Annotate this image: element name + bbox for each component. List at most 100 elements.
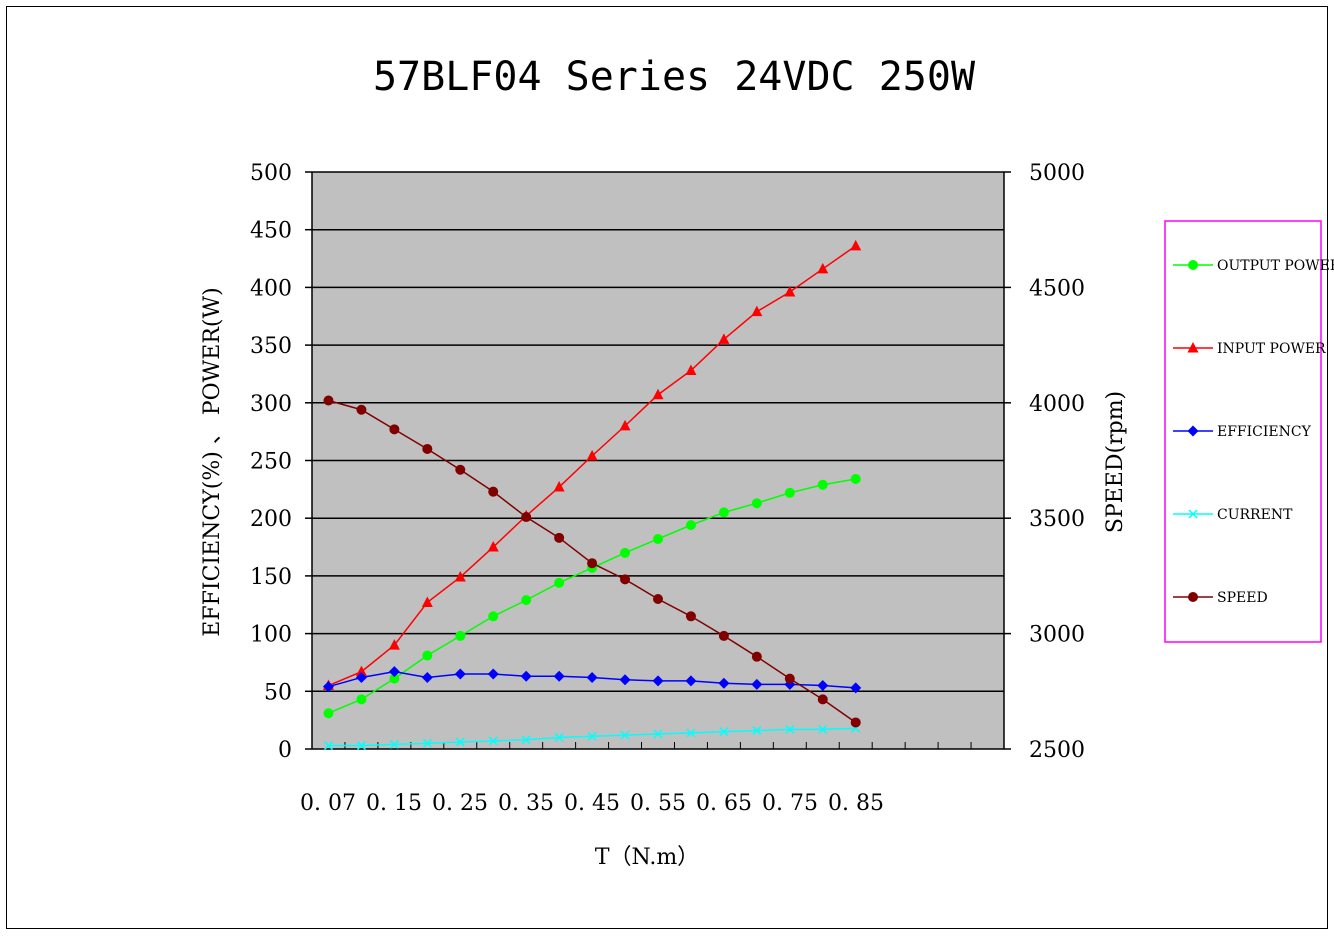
- data-point: [322, 681, 334, 693]
- data-point: [685, 611, 696, 622]
- data-point: [751, 498, 762, 509]
- data-point: [355, 671, 367, 683]
- data-point: [356, 404, 367, 415]
- data-point: [850, 239, 862, 251]
- data-point: [719, 727, 729, 737]
- data-point: [751, 678, 763, 690]
- y2-tick-label: 3000: [1029, 623, 1085, 648]
- data-point: [323, 741, 334, 751]
- series-current: [323, 723, 861, 751]
- data-point: [356, 741, 366, 751]
- x-tick-label: 0. 55: [630, 791, 686, 816]
- legend-entry: EFFICIENCY: [1173, 424, 1312, 440]
- y-tick-label: 100: [250, 623, 292, 648]
- data-point: [421, 671, 433, 683]
- series-efficiency: [322, 666, 862, 694]
- data-point: [422, 738, 432, 748]
- data-point: [488, 611, 499, 622]
- data-point: [422, 650, 433, 661]
- data-point: [685, 675, 697, 687]
- x-tick-label: 0. 15: [366, 791, 422, 816]
- series-speed: [323, 395, 861, 728]
- legend: OUTPUT POWER INPUT POWER EFFICIENCY CURRENT…: [1173, 258, 1334, 606]
- data-point: [817, 479, 828, 490]
- data-point: [784, 487, 795, 498]
- data-point: [652, 675, 664, 687]
- data-point: [388, 639, 400, 650]
- data-point: [817, 262, 829, 274]
- data-point: [686, 728, 696, 738]
- x-tick-label: 0. 25: [432, 791, 488, 816]
- data-point: [455, 464, 466, 475]
- data-point: [586, 449, 598, 461]
- x-tick-label: 0. 35: [498, 791, 554, 816]
- data-point: [850, 717, 861, 728]
- data-point: [718, 630, 729, 641]
- data-point: [487, 668, 499, 680]
- y-tick-label: 450: [250, 219, 292, 244]
- data-point: [520, 670, 532, 682]
- data-point: [521, 595, 532, 606]
- data-point: [653, 593, 663, 604]
- data-point: [784, 673, 795, 684]
- data-point: [751, 651, 762, 662]
- data-point: [784, 286, 796, 297]
- y-tick-label: 500: [250, 161, 292, 186]
- y-tick-label: 400: [250, 276, 292, 301]
- x-tick-label: 0. 65: [696, 791, 752, 816]
- legend-marker: [1187, 342, 1199, 353]
- data-point: [587, 731, 597, 741]
- data-point: [521, 735, 531, 745]
- legend-entry: CURRENT: [1173, 507, 1293, 523]
- y2-tick-labels: 2500 3000 3500 4000 4500 5000: [1029, 161, 1085, 763]
- data-point: [554, 732, 564, 742]
- data-point: [587, 558, 598, 569]
- x-tick-label: 0. 85: [828, 791, 884, 816]
- data-point: [586, 671, 598, 683]
- data-point: [388, 666, 400, 678]
- data-point: [620, 574, 631, 585]
- y-tick-label: 150: [250, 565, 292, 590]
- data-point: [323, 395, 334, 406]
- series-group: [322, 239, 862, 751]
- x-tick-label: 0. 07: [300, 791, 356, 816]
- data-point: [455, 737, 465, 747]
- x-tick-label: 0. 75: [762, 791, 818, 816]
- data-point: [751, 305, 763, 317]
- data-point: [817, 694, 828, 705]
- y-tick-label: 0: [278, 738, 292, 763]
- data-point: [752, 726, 762, 736]
- y2-tick-label: 4500: [1029, 276, 1085, 301]
- y-tick-label: 50: [264, 680, 292, 705]
- x-axis-title: T（N.m）: [595, 845, 699, 870]
- axes: [305, 171, 1011, 750]
- y-tick-labels: 0 50 100 150 200 250 300 350 400 450 500: [250, 161, 292, 763]
- data-point: [323, 708, 334, 719]
- data-point: [718, 507, 729, 518]
- data-point: [850, 682, 862, 694]
- data-point: [487, 541, 499, 552]
- chart-frame: 57BLF04 Series 24VDC 250W 0 50 100 150 200 25…: [6, 6, 1334, 929]
- data-point: [355, 665, 367, 677]
- legend-label: EFFICIENCY: [1217, 424, 1312, 440]
- data-point: [619, 674, 631, 686]
- gridlines: [312, 171, 1004, 693]
- data-point: [718, 333, 730, 344]
- y2-tick-label: 4000: [1029, 392, 1085, 417]
- data-point: [422, 443, 433, 454]
- data-point: [488, 736, 498, 746]
- legend-label: CURRENT: [1217, 507, 1293, 523]
- y-tick-label: 250: [250, 450, 292, 475]
- data-point: [455, 630, 466, 641]
- legend-marker: [1188, 509, 1198, 519]
- data-point: [619, 419, 631, 431]
- data-point: [389, 424, 400, 435]
- legend-entry: INPUT POWER: [1173, 341, 1326, 357]
- data-point: [652, 388, 664, 400]
- data-point: [454, 668, 466, 680]
- y-tick-label: 200: [250, 507, 292, 532]
- data-point: [488, 486, 499, 497]
- data-point: [554, 577, 565, 588]
- y2-tick-label: 2500: [1029, 738, 1085, 763]
- legend-label: SPEED: [1217, 590, 1268, 606]
